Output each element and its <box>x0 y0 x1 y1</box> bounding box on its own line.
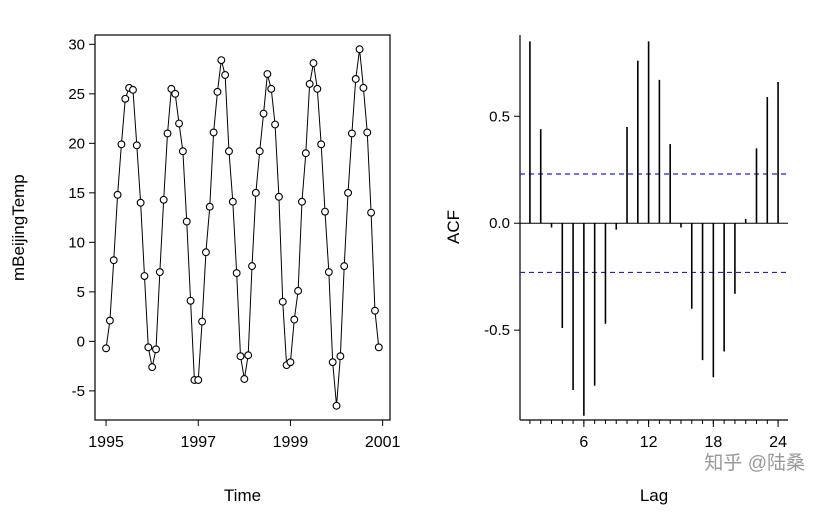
svg-text:15: 15 <box>68 185 85 202</box>
acf-ylabel: ACF <box>444 210 463 245</box>
svg-text:6: 6 <box>579 434 588 451</box>
svg-text:0: 0 <box>77 333 85 350</box>
svg-text:10: 10 <box>68 234 85 251</box>
svg-text:5: 5 <box>77 284 85 301</box>
svg-text:24: 24 <box>769 434 787 451</box>
svg-text:25: 25 <box>68 86 85 103</box>
svg-text:1999: 1999 <box>273 434 309 451</box>
svg-text:1997: 1997 <box>180 434 216 451</box>
svg-text:30: 30 <box>68 36 85 53</box>
svg-text:18: 18 <box>704 434 722 451</box>
svg-text:0.0: 0.0 <box>489 215 510 232</box>
watermark: 知乎 @陆桑 <box>704 453 805 474</box>
svg-text:12: 12 <box>640 434 658 451</box>
timeseries-plot: -5 0 5 10 15 20 25 30 1995 1997 1999 2001 <box>68 34 401 451</box>
svg-text:2001: 2001 <box>365 434 401 451</box>
timeseries-ylabel: mBeijingTemp <box>9 174 28 281</box>
svg-text:0.5: 0.5 <box>489 108 510 125</box>
svg-text:1995: 1995 <box>88 434 124 451</box>
svg-text:-5: -5 <box>72 383 85 400</box>
acf-xlabel: Lag <box>639 486 669 505</box>
svg-text:20: 20 <box>68 135 85 152</box>
timeseries-xlabel: Time <box>223 486 262 505</box>
svg-text:-0.5: -0.5 <box>484 322 510 339</box>
acf-plot: -0.5 0.0 0.5 6 12 18 24 <box>484 35 788 451</box>
